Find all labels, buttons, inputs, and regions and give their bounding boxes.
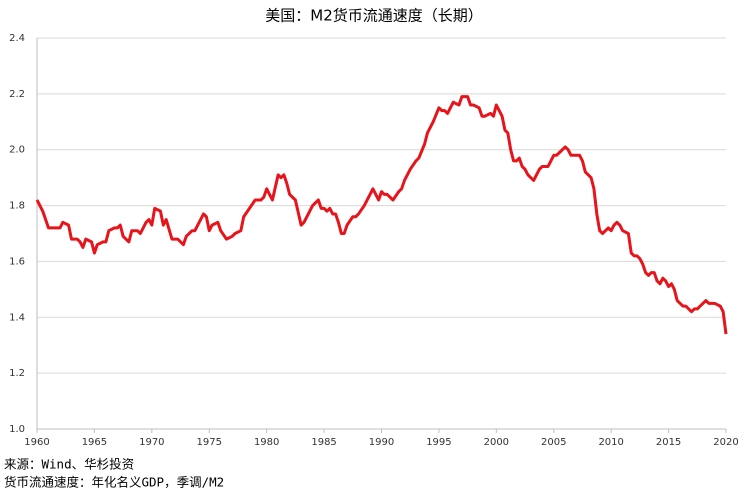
x-tick-label: 1975 bbox=[197, 437, 222, 448]
x-tick-label: 2010 bbox=[598, 437, 623, 448]
x-tick-label: 1970 bbox=[139, 437, 164, 448]
y-tick-label: 1.6 bbox=[9, 256, 25, 267]
x-tick-label: 1995 bbox=[426, 437, 451, 448]
y-tick-label: 2.2 bbox=[9, 89, 25, 100]
x-tick-label: 1980 bbox=[254, 437, 279, 448]
x-tick-label: 1985 bbox=[311, 437, 336, 448]
y-tick-label: 1.0 bbox=[9, 424, 25, 435]
definition-note: 货币流通速度：年化名义GDP，季调/M2 bbox=[4, 475, 224, 490]
x-tick-label: 2000 bbox=[484, 437, 509, 448]
x-tick-label: 2005 bbox=[541, 437, 566, 448]
y-tick-label: 2.0 bbox=[9, 145, 25, 156]
x-tick-label: 1965 bbox=[82, 437, 107, 448]
y-tick-label: 1.8 bbox=[9, 201, 25, 212]
y-tick-label: 1.2 bbox=[9, 368, 25, 379]
y-tick-label: 2.4 bbox=[9, 33, 25, 44]
x-tick-label: 1990 bbox=[369, 437, 394, 448]
x-tick-label: 1960 bbox=[24, 437, 49, 448]
data-line bbox=[35, 95, 728, 335]
y-tick-label: 1.4 bbox=[9, 312, 25, 323]
chart-title: 美国：M2货币流通速度（长期） bbox=[265, 7, 483, 25]
x-tick-label: 2020 bbox=[713, 437, 738, 448]
source-note: 来源：Wind、华杉投资 bbox=[4, 457, 134, 472]
x-tick-label: 2015 bbox=[656, 437, 681, 448]
